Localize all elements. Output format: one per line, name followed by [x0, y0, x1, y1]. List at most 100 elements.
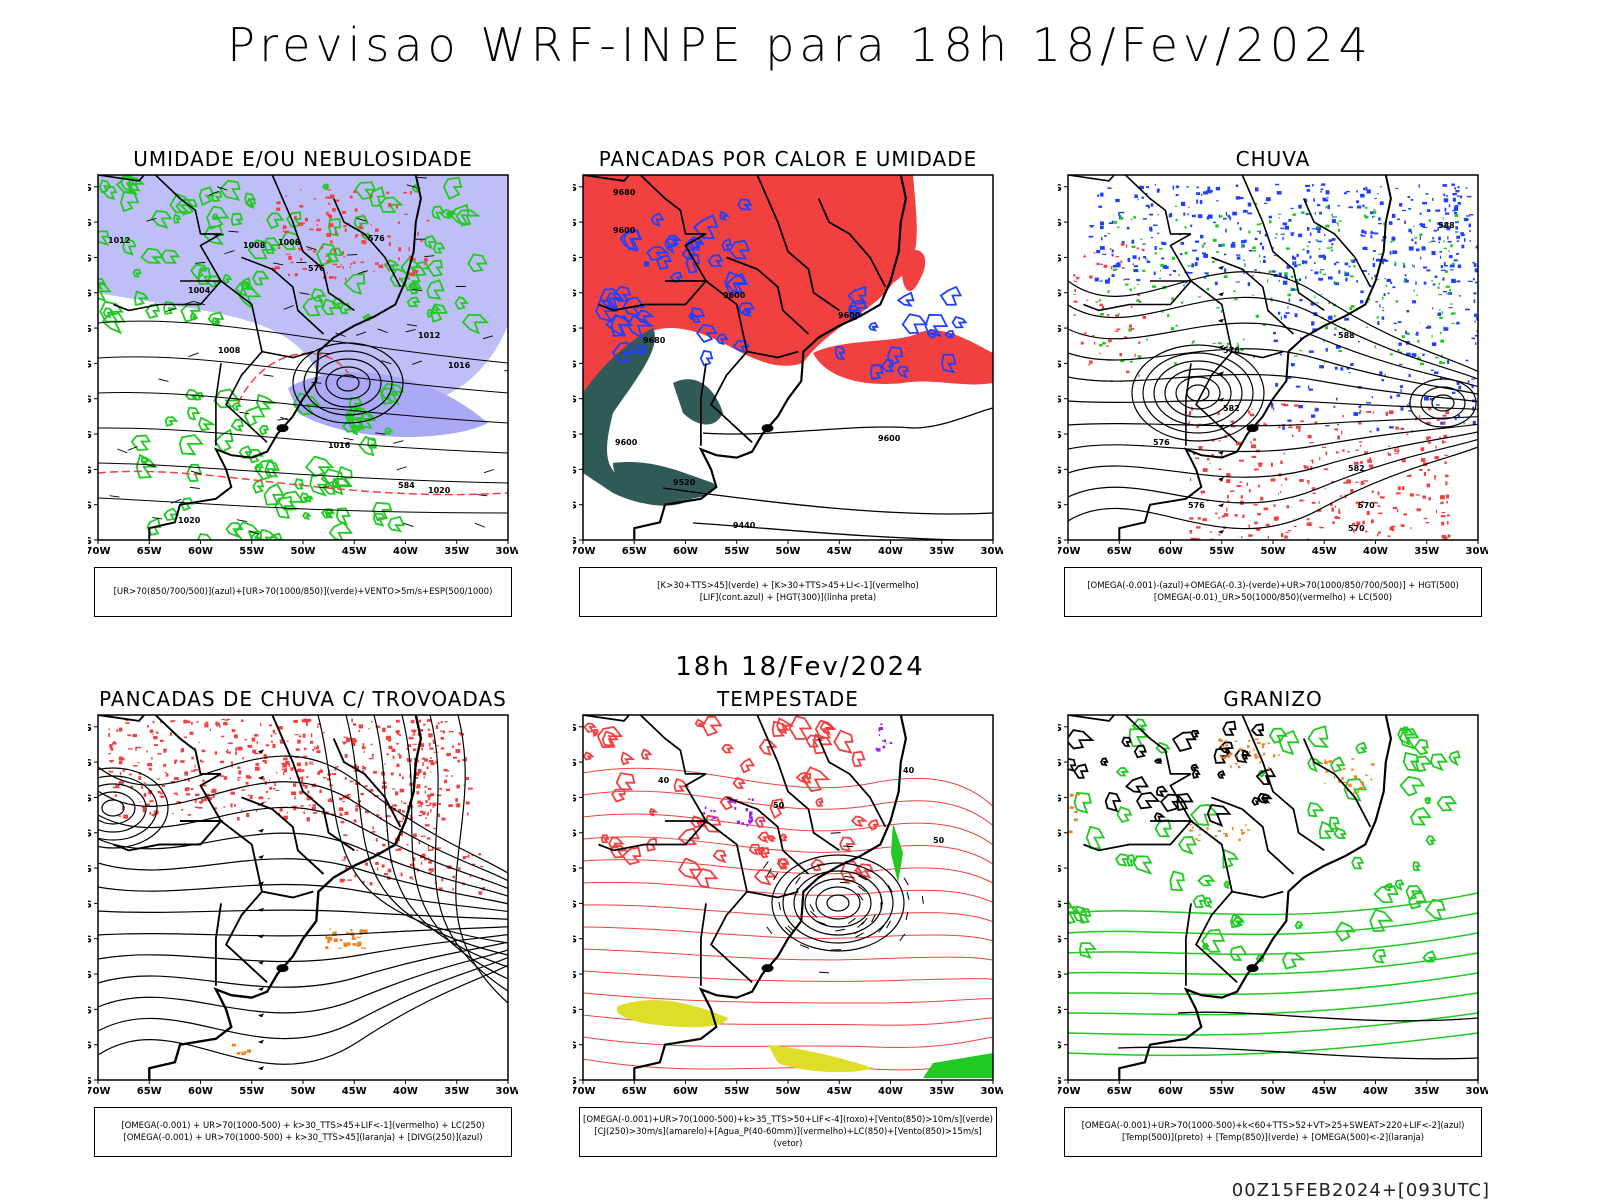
water-vapor-contour [755, 870, 775, 884]
omega-green-marker [1132, 246, 1136, 248]
omega-blue-marker [1280, 228, 1284, 229]
omega-blue-marker [1372, 216, 1373, 218]
omega-blue-marker [1243, 210, 1248, 213]
thunderstorm-marker [304, 811, 305, 814]
omega-green-marker [1377, 316, 1379, 318]
thunderstorm-marker [399, 774, 401, 777]
humidity-red-marker [1363, 480, 1368, 481]
humidity-red-marker [1360, 445, 1362, 447]
humidity-red-marker [1252, 456, 1256, 458]
streamline-arrow [258, 1013, 264, 1017]
omega-blue-marker [1306, 213, 1309, 215]
thunderstorm-marker [305, 785, 308, 789]
thunderstorm-marker [337, 766, 339, 768]
lon-tick-label: 35W [1414, 1086, 1439, 1097]
water-vapor-contour [602, 835, 608, 842]
wind-vector [484, 470, 494, 473]
omega-green-marker [1314, 295, 1315, 298]
humidity-red-marker [1094, 342, 1095, 345]
thunderstorm-marker [452, 746, 454, 748]
instability-area [673, 379, 723, 424]
temp850-contour [1384, 884, 1391, 891]
thunderstorm-marker [428, 788, 432, 790]
humidity-red-marker [1308, 483, 1310, 484]
contour-label: 9600 [723, 291, 746, 300]
map-tempestade[interactable]: 4050405012S15S18S21S24S27S30S33S36S39S42… [573, 713, 1003, 1103]
humidity-low-contour [227, 523, 243, 536]
thunderstorm-marker [302, 784, 304, 786]
panel-chuva: CHUVA 58858857658257657657057058212S15S1… [1058, 147, 1488, 617]
shower-marker [325, 946, 328, 949]
lon-tick-label: 30W [496, 546, 518, 557]
streamline [1068, 400, 1488, 410]
omega-green-marker [1108, 233, 1110, 234]
map-granizo[interactable]: 12S15S18S21S24S27S30S33S36S39S42S70W65W6… [1058, 713, 1488, 1103]
shower-marker [240, 1052, 244, 1053]
thunderstorm-marker [480, 866, 483, 867]
omega-blue-marker [1377, 193, 1379, 194]
thickness-marker [343, 266, 344, 269]
thunderstorm-marker [396, 731, 399, 733]
thunderstorm-marker [191, 788, 193, 790]
omega-green-marker [1390, 353, 1393, 355]
humidity-red-marker [1312, 493, 1316, 494]
hail-marker [1221, 756, 1223, 759]
omega-blue-marker [1192, 250, 1197, 252]
humidity-red-marker [1094, 252, 1096, 253]
humidity-red-marker [1401, 524, 1405, 527]
humidity-low-contour [389, 517, 404, 531]
thunderstorm-marker [170, 732, 172, 735]
omega-blue-marker [1263, 256, 1265, 258]
humidity-red-marker [1242, 515, 1244, 518]
omega-blue-marker [1224, 268, 1226, 272]
map-pancadas-calor[interactable]: 96809600968096009600960095209440960012S1… [573, 173, 1003, 563]
omega-blue-marker [1255, 187, 1258, 191]
thunderstorm-marker [323, 732, 325, 733]
humidity-red-marker [1281, 403, 1285, 405]
thunderstorm-marker [293, 783, 296, 787]
map-trovoadas[interactable]: 12S15S18S21S24S27S30S33S36S39S42S70W65W6… [88, 713, 518, 1103]
omega-blue-marker [1236, 185, 1239, 188]
thunderstorm-marker [372, 754, 374, 757]
omega-green-marker [1099, 299, 1101, 302]
omega-blue-marker [1149, 214, 1153, 216]
thunderstorm-marker [198, 742, 199, 743]
thunderstorm-marker [231, 803, 233, 807]
omega-blue-marker [1158, 189, 1160, 191]
omega-blue-marker [1433, 284, 1436, 286]
omega-blue-marker [1382, 239, 1384, 241]
thunderstorm-marker [108, 733, 110, 737]
omega-green-marker [1371, 277, 1373, 279]
humidity-red-marker [1319, 457, 1320, 460]
thunderstorm-marker [458, 743, 461, 746]
lon-tick-label: 50W [291, 1086, 316, 1097]
lon-tick-label: 40W [1363, 546, 1388, 557]
humidity-red-marker [1448, 541, 1449, 543]
thunderstorm-marker [281, 769, 285, 770]
omega-blue-marker [1216, 187, 1220, 191]
humidity-red-marker [1095, 302, 1098, 303]
lon-tick-label: 65W [137, 546, 162, 557]
thunderstorm-marker [195, 764, 196, 768]
omega-green-marker [1206, 289, 1208, 290]
temp850-contour [1308, 726, 1327, 746]
hail-marker [1230, 765, 1232, 767]
humidity-red-marker [1254, 504, 1258, 506]
legend-line: [OMEGA(-0.001)+UR>70(1000-500)+k<60+TTS>… [1065, 1120, 1481, 1132]
omega-green-marker [1284, 272, 1288, 275]
omega-green-marker [1175, 206, 1177, 207]
temp850-contour [1230, 946, 1246, 960]
humidity-red-marker [1084, 255, 1085, 256]
omega-blue-marker [1200, 235, 1203, 239]
humidity-red-marker [1378, 531, 1381, 534]
omega-blue-marker [1215, 282, 1218, 285]
map-chuva[interactable]: 58858857658257657657057058212S15S18S21S2… [1058, 173, 1488, 563]
humidity-red-marker [1189, 411, 1191, 415]
omega-green-marker [1125, 284, 1129, 286]
omega-blue-marker [1285, 226, 1289, 230]
thunderstorm-marker [359, 724, 363, 728]
omega-blue-marker [1151, 237, 1153, 238]
humidity-red-marker [1322, 447, 1326, 448]
omega-blue-marker [1464, 422, 1465, 424]
